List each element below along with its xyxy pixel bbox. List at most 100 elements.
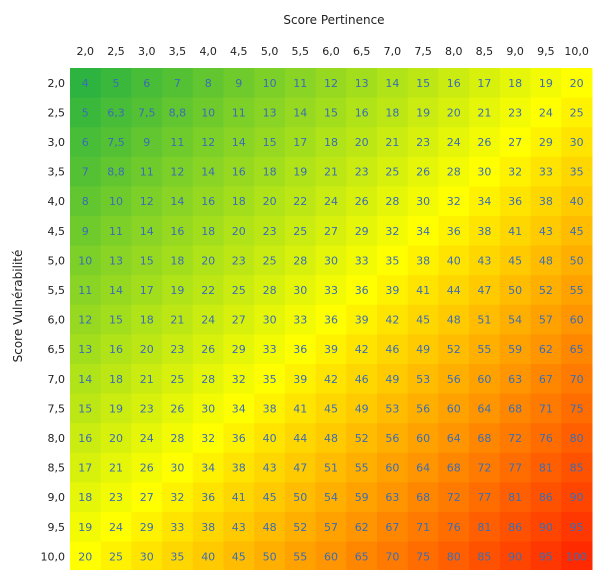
heatmap-cell-label: 63: [385, 491, 399, 504]
heatmap-cell: [377, 364, 409, 395]
heatmap-cell-label: 39: [324, 343, 338, 356]
heatmap-cell: [254, 186, 286, 217]
heatmap-cell: [192, 186, 225, 217]
heatmap-cell-label: 12: [78, 314, 92, 327]
heatmap-cell-label: 23: [263, 225, 277, 238]
heatmap-cell-label: 6: [82, 136, 89, 149]
x-tick-label: 8,0: [445, 45, 463, 58]
heatmap-cell: [438, 127, 470, 158]
heatmap-cell-label: 64: [416, 462, 430, 475]
heatmap-cell-label: 50: [263, 550, 277, 563]
heatmap-cell: [499, 304, 532, 335]
heatmap-cell: [469, 482, 501, 513]
heatmap-cell-label: 81: [477, 521, 491, 534]
heatmap-cell-label: 52: [293, 521, 307, 534]
heatmap-cell-label: 72: [508, 432, 522, 445]
x-tick-label: 7,0: [384, 45, 402, 58]
heatmap-cell: [438, 334, 470, 365]
heatmap-cell: [131, 156, 163, 187]
heatmap-cell: [131, 541, 163, 572]
y-tick-label: 5,5: [48, 284, 66, 297]
heatmap-cell: [131, 127, 163, 158]
x-tick-label: 6,0: [322, 45, 340, 58]
heatmap-cell-label: 22: [293, 195, 307, 208]
heatmap-cell-label: 24: [447, 136, 461, 149]
heatmap-cell-label: 86: [539, 491, 553, 504]
y-tick-label: 7,5: [48, 402, 66, 415]
heatmap-cell: [70, 482, 102, 513]
heatmap-cell: [377, 452, 409, 483]
heatmap-cell: [377, 334, 409, 365]
heatmap-cell: [530, 452, 562, 483]
heatmap-cell-label: 45: [508, 254, 522, 267]
heatmap-cell-label: 8: [82, 195, 89, 208]
heatmap-cell: [100, 68, 132, 99]
heatmap-cell: [346, 393, 378, 424]
heatmap-cell-label: 43: [539, 225, 553, 238]
y-tick-label: 2,5: [48, 106, 66, 119]
x-tick-label: 4,0: [199, 45, 217, 58]
heatmap-cell-label: 24: [140, 432, 154, 445]
heatmap-cell-label: 11: [293, 77, 307, 90]
heatmap-cell-label: 53: [385, 402, 399, 415]
heatmap-cell-label: 100: [566, 550, 587, 563]
x-tick-label: 2,5: [107, 45, 125, 58]
heatmap-cell: [438, 482, 470, 513]
heatmap-cell-label: 15: [263, 136, 277, 149]
heatmap-cell-label: 11: [78, 284, 92, 297]
heatmap-cell-label: 33: [170, 521, 184, 534]
heatmap-cell-label: 11: [140, 166, 154, 179]
heatmap-cell-label: 15: [78, 402, 92, 415]
heatmap-cell: [438, 304, 470, 335]
heatmap-cell-label: 17: [293, 136, 307, 149]
heatmap-cell-label: 33: [355, 254, 369, 267]
heatmap-cell: [438, 393, 470, 424]
heatmap-cell: [530, 97, 562, 128]
heatmap-cell: [192, 275, 225, 306]
heatmap-cell: [192, 334, 225, 365]
heatmap-cell: [469, 156, 501, 187]
heatmap-cell: [499, 541, 532, 572]
heatmap-cell: [192, 452, 225, 483]
heatmap-cell-label: 56: [447, 373, 461, 386]
heatmap-cell-label: 70: [570, 373, 584, 386]
heatmap-cell-label: 13: [109, 254, 123, 267]
heatmap-cell-label: 41: [293, 402, 307, 415]
heatmap-cell: [315, 482, 347, 513]
heatmap-cell-label: 41: [232, 491, 246, 504]
heatmap-cell: [70, 452, 102, 483]
heatmap-cell: [346, 127, 378, 158]
heatmap-cell-label: 32: [508, 166, 522, 179]
x-tick-label: 9,0: [506, 45, 524, 58]
heatmap-cell: [131, 423, 163, 454]
heatmap-cell-label: 25: [109, 550, 123, 563]
heatmap-cell-label: 45: [263, 491, 277, 504]
heatmap-cell: [284, 245, 317, 276]
heatmap-cell: [346, 334, 378, 365]
heatmap-cell-label: 36: [355, 284, 369, 297]
heatmap-cell-label: 17: [78, 462, 92, 475]
heatmap-cell: [192, 364, 225, 395]
heatmap-cell: [162, 245, 194, 276]
heatmap-cell: [407, 482, 439, 513]
heatmap-cell: [223, 97, 255, 128]
heatmap-cell-label: 5: [82, 106, 89, 119]
heatmap-cell: [162, 512, 194, 543]
heatmap-cell-label: 14: [140, 225, 154, 238]
heatmap-cell: [223, 186, 255, 217]
heatmap-cell: [315, 364, 347, 395]
heatmap-cell: [70, 304, 102, 335]
heatmap-cell-label: 30: [293, 284, 307, 297]
heatmap-cell-label: 72: [477, 462, 491, 475]
heatmap-cell: [530, 334, 562, 365]
heatmap-cell: [131, 452, 163, 483]
heatmap-cell-label: 35: [263, 373, 277, 386]
heatmap-cell: [407, 334, 439, 365]
heatmap-cell-label: 72: [447, 491, 461, 504]
heatmap-cell: [100, 512, 132, 543]
heatmap-cell: [315, 127, 347, 158]
heatmap-cell-label: 18: [140, 314, 154, 327]
y-tick-label: 6,0: [48, 314, 66, 327]
heatmap-cell-label: 65: [355, 550, 369, 563]
